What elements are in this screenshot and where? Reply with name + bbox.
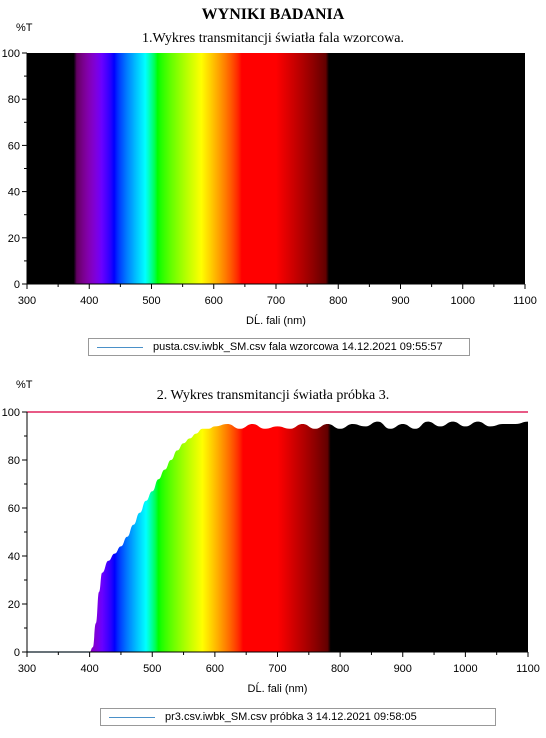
chart-1-series-area — [27, 53, 525, 284]
chart-1-y-tick-label: 80 — [8, 94, 20, 106]
chart-1-x-tick-label: 1000 — [451, 295, 475, 307]
chart-1-y-tick-label: 100 — [2, 48, 20, 60]
chart-1-x-tick-label: 500 — [142, 295, 160, 307]
chart-1-y-tick-label: 60 — [8, 140, 20, 152]
chart-2-series-area — [27, 421, 528, 652]
chart-2-x-tick-label: 800 — [331, 663, 349, 675]
report-title: WYNIKI BADANIA — [201, 6, 345, 23]
chart-1-x-axis-label: DĹ. fali (nm) — [246, 314, 306, 327]
chart-2-legend: pr3.csv.iwbk_SM.csv próbka 3 14.12.2021 … — [100, 708, 496, 726]
chart-2-x-axis-label: DĹ. fali (nm) — [248, 682, 308, 695]
chart-2-y-tick-label: 0 — [14, 647, 20, 659]
chart-2-x-tick-label: 1000 — [453, 663, 477, 675]
chart-2-y-tick-label: 80 — [8, 455, 20, 467]
chart-1: 0 20 40 60 80 100 300 400 500 600 700 800 900 1000 110… — [2, 48, 537, 327]
chart-1-legend-text: pusta.csv.iwbk_SM.csv fala wzorcowa 14.1… — [153, 341, 443, 353]
chart-1-legend: pusta.csv.iwbk_SM.csv fala wzorcowa 14.1… — [88, 338, 470, 356]
chart-1-y-tick-label: 0 — [14, 279, 20, 291]
chart-2-x-tick-label: 400 — [80, 663, 98, 675]
chart-2-y-tick-label: 60 — [8, 503, 20, 515]
chart-1-y-axis-label: %T — [16, 22, 33, 34]
chart-1-x-tick-label: 700 — [267, 295, 285, 307]
chart-1-x-tick-label: 400 — [80, 295, 98, 307]
chart-2: 0 20 40 60 80 100 300 400 500 600 700 800 900 1000 110… — [2, 407, 540, 695]
chart-1-title: 1.Wykres transmitancji światła fala wzor… — [142, 31, 404, 46]
chart-2-x-tick-label: 700 — [268, 663, 286, 675]
chart-2-legend-text: pr3.csv.iwbk_SM.csv próbka 3 14.12.2021 … — [165, 711, 417, 723]
chart-2-y-tick-label: 40 — [8, 551, 20, 563]
chart-2-y-tick-label: 100 — [2, 407, 20, 419]
chart-1-y-tick-label: 40 — [8, 187, 20, 199]
chart-2-y-tick-label: 20 — [8, 599, 20, 611]
chart-1-x-tick-label: 600 — [205, 295, 223, 307]
chart-2-legend-swatch — [109, 716, 155, 718]
chart-2-y-axis-label: %T — [16, 379, 33, 391]
chart-1-x-tick-label: 1100 — [513, 295, 537, 307]
chart-2-x-tick-label: 600 — [206, 663, 224, 675]
chart-1-x-tick-label: 300 — [18, 295, 36, 307]
chart-2-x-tick-label: 900 — [394, 663, 412, 675]
chart-1-x-tick-label: 800 — [329, 295, 347, 307]
chart-2-x-tick-label: 1100 — [516, 663, 540, 675]
chart-2-x-tick-label: 500 — [143, 663, 161, 675]
chart-2-x-tick-label: 300 — [18, 663, 36, 675]
chart-1-x-tick-label: 900 — [391, 295, 409, 307]
chart-1-legend-swatch — [97, 346, 143, 348]
chart-2-title: 2. Wykres transmitancji światła próbka 3… — [156, 388, 390, 403]
chart-1-y-tick-label: 20 — [8, 233, 20, 245]
